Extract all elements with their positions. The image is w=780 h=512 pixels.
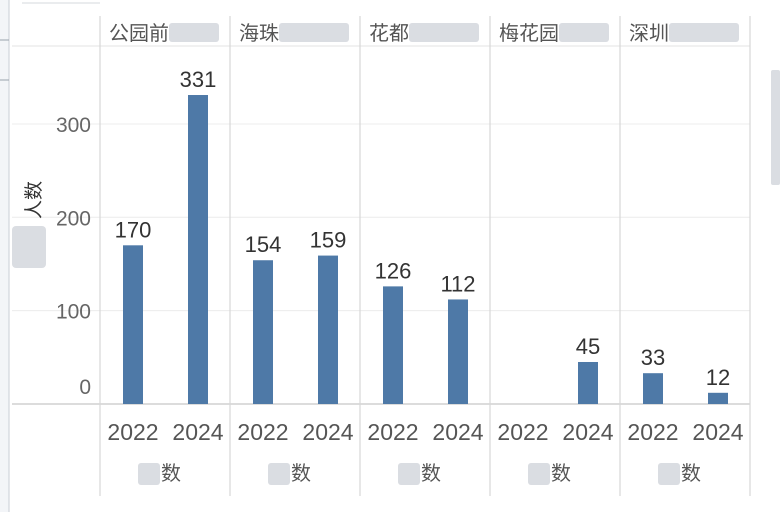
bar-value-label: 154 <box>245 232 282 257</box>
panel-footer-label: 数 <box>161 462 181 485</box>
x-tick-label: 2022 <box>497 419 548 445</box>
panel-header-label: 深圳 <box>629 22 669 45</box>
bar <box>643 373 663 404</box>
obscured-footer-text <box>138 463 160 485</box>
bar-value-label: 45 <box>576 334 600 359</box>
y-axis-title: 人数 <box>23 181 45 219</box>
obscured-axis-text <box>12 226 46 268</box>
x-tick-label: 2022 <box>107 419 158 445</box>
obscured-footer-text <box>268 463 290 485</box>
grid-lines <box>12 16 751 496</box>
bar <box>123 245 143 404</box>
panel-header-label: 公园前 <box>109 22 169 45</box>
bar <box>318 255 338 404</box>
x-tick-label: 2022 <box>367 419 418 445</box>
bar <box>253 260 273 404</box>
panel-footer-label: 数 <box>421 462 441 485</box>
bar-value-label: 33 <box>641 345 665 370</box>
obscured-header-text <box>169 23 219 42</box>
bar-value-label: 159 <box>310 228 347 253</box>
bar-value-labels: 170 331 154 159 126 112 45 33 12 <box>115 67 731 390</box>
panel-header-label: 花都 <box>369 22 409 45</box>
right-legend-cut <box>771 70 780 185</box>
bar <box>188 95 208 404</box>
x-tick-label: 2024 <box>172 419 223 445</box>
bar-value-label: 170 <box>115 217 152 242</box>
obscured-footer-text <box>398 463 420 485</box>
bar-value-label: 126 <box>375 258 412 283</box>
bar-value-label: 12 <box>706 365 730 390</box>
bar-value-label: 331 <box>180 67 217 92</box>
obscured-footer-text <box>528 463 550 485</box>
y-axis: 0 100 200 300 人数 <box>12 114 91 399</box>
y-tick-label: 200 <box>56 207 91 230</box>
y-tick-label: 0 <box>79 376 91 399</box>
obscured-header-text <box>669 23 739 42</box>
panel-footer-label: 数 <box>291 462 311 485</box>
panel-header-label: 海珠 <box>239 22 279 45</box>
x-tick-label: 2022 <box>237 419 288 445</box>
obscured-header-text <box>409 23 479 42</box>
y-tick-label: 100 <box>56 301 91 324</box>
bar <box>578 361 598 404</box>
obscured-header-text <box>279 23 349 42</box>
panel-footer-label: 数 <box>551 462 571 485</box>
panel-header-label: 梅花园 <box>499 22 559 45</box>
x-tick-label: 2024 <box>432 419 483 445</box>
y-tick-label: 300 <box>56 114 91 137</box>
x-tick-label: 2024 <box>692 419 743 445</box>
bar <box>708 392 728 404</box>
bars <box>123 95 728 404</box>
y-tick-labels: 0 100 200 300 <box>56 114 91 399</box>
bar <box>383 286 403 404</box>
bar <box>448 299 468 404</box>
obscured-header-text <box>559 23 609 42</box>
x-tick-label: 2022 <box>627 419 678 445</box>
bar-value-label: 112 <box>440 271 475 296</box>
x-tick-label: 2024 <box>302 419 353 445</box>
x-tick-label: 2024 <box>562 419 613 445</box>
panel-footer-label: 数 <box>681 462 701 485</box>
left-window-edge <box>0 0 10 512</box>
obscured-footer-text <box>658 463 680 485</box>
